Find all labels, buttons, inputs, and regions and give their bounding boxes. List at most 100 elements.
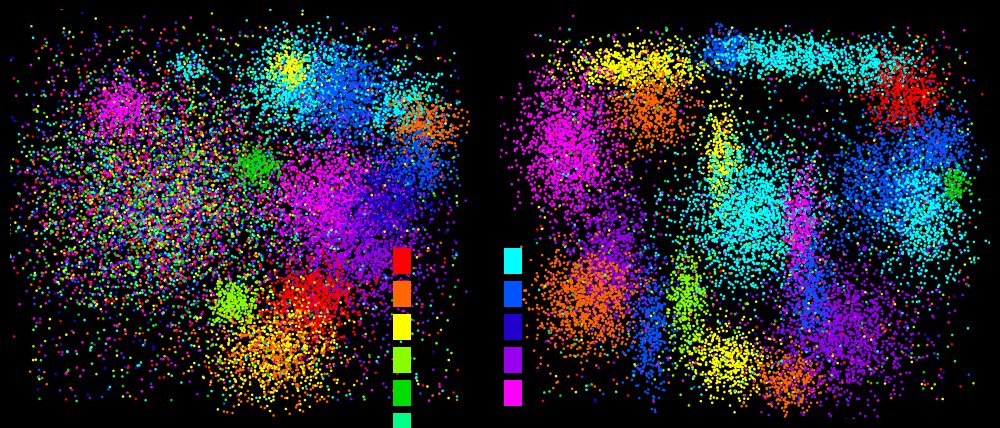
Point bbox=[844, 285, 860, 292]
Point bbox=[389, 94, 405, 101]
Point bbox=[825, 193, 841, 199]
Point bbox=[794, 217, 810, 223]
Point bbox=[402, 190, 418, 196]
Point bbox=[165, 230, 181, 237]
Point bbox=[266, 95, 282, 101]
Point bbox=[236, 332, 252, 339]
Point bbox=[146, 230, 162, 237]
Point bbox=[252, 261, 268, 268]
Point bbox=[752, 230, 768, 237]
Point bbox=[298, 75, 314, 82]
Point bbox=[701, 147, 717, 154]
Point bbox=[236, 281, 252, 288]
Point bbox=[266, 237, 282, 244]
Point bbox=[192, 223, 208, 229]
Point bbox=[646, 45, 662, 51]
Point bbox=[396, 357, 412, 363]
Point bbox=[389, 270, 405, 277]
Point bbox=[635, 68, 651, 74]
Point bbox=[905, 74, 921, 81]
Point bbox=[432, 181, 448, 188]
Point bbox=[187, 180, 203, 187]
Point bbox=[308, 71, 324, 78]
Point bbox=[432, 197, 448, 204]
Point bbox=[921, 232, 937, 239]
Point bbox=[703, 219, 719, 226]
Point bbox=[891, 223, 907, 230]
Point bbox=[678, 300, 694, 307]
Point bbox=[233, 122, 249, 129]
Point bbox=[106, 322, 122, 329]
Point bbox=[120, 300, 136, 307]
Point bbox=[778, 361, 794, 368]
Point bbox=[373, 101, 389, 108]
Point bbox=[731, 395, 747, 402]
Point bbox=[847, 210, 863, 217]
Point bbox=[821, 321, 837, 327]
Point bbox=[901, 128, 917, 135]
Point bbox=[233, 174, 249, 181]
Point bbox=[867, 407, 883, 413]
Point bbox=[781, 379, 797, 386]
Point bbox=[717, 200, 733, 207]
Point bbox=[721, 47, 737, 54]
Point bbox=[212, 308, 228, 315]
Point bbox=[867, 142, 883, 149]
Point bbox=[356, 68, 372, 74]
Point bbox=[737, 193, 753, 199]
Point bbox=[872, 67, 888, 74]
Point bbox=[861, 157, 877, 164]
Point bbox=[206, 273, 222, 280]
Point bbox=[927, 381, 943, 388]
Point bbox=[207, 209, 223, 216]
Point bbox=[707, 266, 723, 273]
Point bbox=[119, 121, 135, 128]
Point bbox=[960, 131, 976, 138]
Point bbox=[305, 302, 321, 309]
Point bbox=[386, 121, 402, 128]
Point bbox=[365, 115, 381, 122]
Point bbox=[612, 305, 628, 312]
Point bbox=[882, 232, 898, 239]
Point bbox=[316, 216, 332, 223]
Point bbox=[212, 224, 228, 231]
Point bbox=[182, 220, 198, 226]
Point bbox=[386, 238, 402, 245]
Point bbox=[557, 107, 573, 113]
Point bbox=[744, 211, 760, 218]
Point bbox=[169, 276, 185, 283]
Point bbox=[842, 189, 858, 196]
Point bbox=[147, 258, 163, 265]
Point bbox=[264, 331, 280, 338]
Point bbox=[291, 318, 307, 325]
Point bbox=[809, 349, 825, 356]
Point bbox=[375, 153, 391, 160]
Point bbox=[393, 129, 409, 136]
Point bbox=[249, 143, 265, 150]
Point bbox=[916, 83, 932, 90]
Point bbox=[553, 171, 569, 178]
Point bbox=[322, 173, 338, 180]
Point bbox=[720, 353, 736, 360]
Point bbox=[314, 96, 330, 103]
Point bbox=[311, 276, 327, 282]
Point bbox=[942, 158, 958, 165]
Point bbox=[603, 206, 619, 213]
Point bbox=[650, 105, 666, 112]
Point bbox=[778, 361, 794, 368]
Point bbox=[727, 364, 743, 371]
Point bbox=[814, 256, 830, 262]
Point bbox=[274, 277, 290, 284]
Point bbox=[935, 291, 951, 298]
Point bbox=[545, 173, 561, 180]
Point bbox=[400, 187, 416, 193]
Point bbox=[929, 139, 945, 146]
Point bbox=[103, 290, 119, 297]
Point bbox=[909, 181, 925, 188]
Point bbox=[598, 264, 614, 270]
Point bbox=[395, 129, 411, 136]
Point bbox=[326, 229, 342, 235]
Point bbox=[270, 30, 286, 37]
Point bbox=[184, 146, 200, 153]
Point bbox=[430, 168, 446, 175]
